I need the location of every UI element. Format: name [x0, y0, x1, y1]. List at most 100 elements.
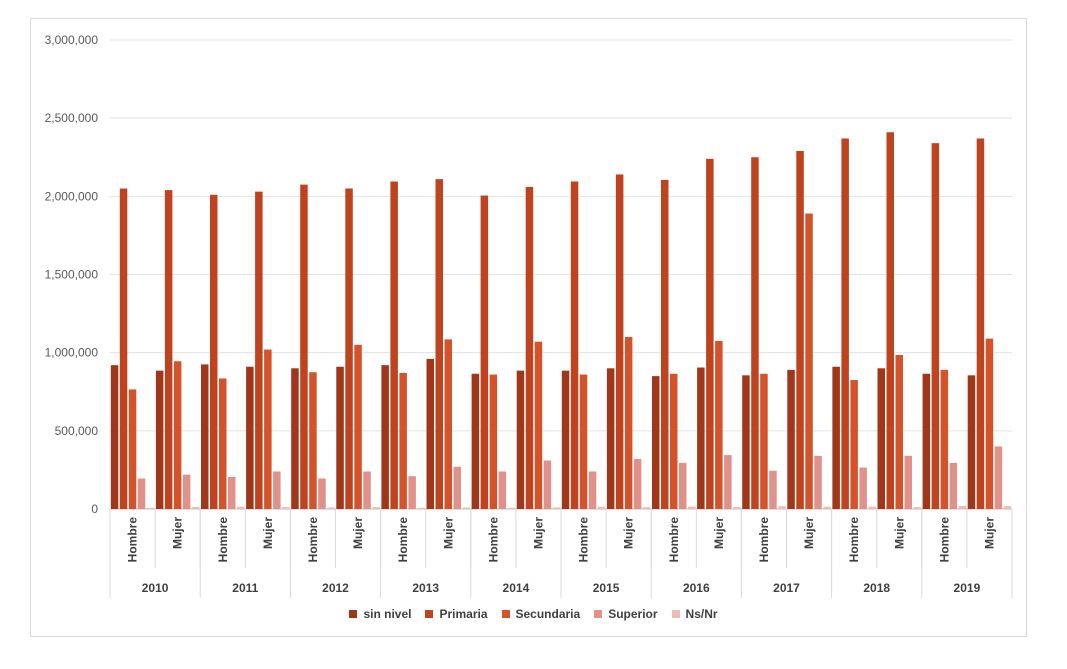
bar — [264, 349, 272, 509]
legend-item: Ns/Nr — [671, 607, 718, 621]
bar — [615, 174, 624, 510]
bar — [336, 366, 344, 509]
category-label: Mujer — [171, 517, 185, 549]
bar — [652, 376, 660, 509]
legend-label: sin nivel — [363, 607, 412, 621]
group-label: 2019 — [954, 581, 981, 595]
bar — [246, 366, 254, 509]
bar — [146, 507, 155, 509]
legend-label: Superior — [608, 607, 658, 621]
bar — [273, 471, 281, 509]
bar — [769, 470, 777, 509]
category-label: Mujer — [892, 517, 906, 549]
bar — [155, 370, 164, 509]
y-tick-label: 2,500,000 — [45, 111, 99, 125]
y-tick-label: 0 — [91, 502, 98, 516]
bar — [814, 455, 822, 509]
legend-item: sin nivel — [349, 607, 411, 621]
bar — [128, 389, 137, 509]
bar — [805, 213, 813, 509]
bar — [588, 471, 597, 509]
bar — [715, 340, 723, 509]
bar — [435, 179, 443, 510]
bar — [173, 361, 182, 509]
category-label: Hombre — [577, 517, 591, 563]
category-label: Mujer — [351, 517, 365, 549]
bar — [778, 506, 786, 509]
group-label: 2018 — [863, 581, 890, 595]
bar — [255, 191, 263, 510]
bar — [597, 506, 606, 509]
bar — [399, 372, 407, 509]
bar — [697, 367, 705, 509]
bar — [426, 358, 434, 509]
bar — [670, 373, 678, 509]
bar — [462, 507, 470, 509]
category-label: Mujer — [622, 517, 636, 549]
chart-legend: sin nivel Primaria Secundaria Superior Ns/Nr — [0, 607, 1067, 621]
bar — [994, 446, 1003, 509]
bar — [841, 138, 849, 510]
group-label: 2013 — [412, 581, 439, 595]
legend-label: Ns/Nr — [685, 607, 718, 621]
bar — [453, 466, 461, 509]
bar — [119, 188, 128, 509]
category-label: Mujer — [531, 517, 545, 549]
bar — [606, 368, 615, 509]
bar — [417, 507, 425, 509]
category-label: Hombre — [216, 517, 230, 563]
bar — [832, 366, 840, 509]
bar — [688, 506, 696, 509]
bar — [354, 344, 362, 509]
bar — [859, 467, 867, 509]
legend-item: Secundaria — [501, 607, 580, 621]
category-label: Mujer — [441, 517, 455, 549]
bar — [733, 507, 741, 509]
bar — [228, 476, 236, 509]
bar — [949, 462, 958, 509]
bar — [507, 507, 516, 509]
y-tick-label: 1,000,000 — [45, 346, 99, 360]
bar — [967, 375, 976, 509]
bar — [633, 458, 642, 509]
bar — [282, 507, 290, 509]
bar — [895, 355, 903, 509]
bar — [624, 337, 633, 509]
bar — [570, 181, 579, 509]
category-label: Mujer — [982, 517, 996, 549]
bar — [164, 190, 173, 509]
bar — [444, 339, 452, 509]
category-label: Hombre — [667, 517, 681, 563]
bar — [552, 507, 561, 509]
bar — [886, 132, 894, 509]
category-label: Hombre — [306, 517, 320, 563]
bar — [345, 188, 353, 509]
y-tick-label: 3,000,000 — [45, 33, 99, 47]
bar — [823, 506, 831, 509]
y-tick-label: 2,000,000 — [45, 189, 99, 203]
legend-swatch — [594, 610, 603, 618]
group-label: 2011 — [232, 581, 258, 595]
group-label: 2016 — [683, 581, 710, 595]
bar — [679, 462, 687, 509]
bar — [372, 507, 380, 509]
group-label: 2010 — [142, 581, 169, 595]
y-tick-label: 1,500,000 — [45, 268, 99, 282]
bar — [309, 372, 317, 509]
category-label: Mujer — [712, 517, 726, 549]
bar — [1003, 506, 1012, 509]
bar — [904, 455, 912, 509]
bar — [489, 374, 498, 509]
bar — [751, 157, 759, 509]
legend-swatch — [501, 610, 510, 618]
bar — [363, 471, 371, 509]
bar — [381, 365, 389, 509]
bar — [210, 194, 218, 509]
bar — [877, 368, 885, 509]
bar — [868, 506, 876, 509]
bar — [742, 375, 750, 509]
bar — [543, 460, 552, 509]
bar — [201, 364, 209, 509]
bar — [390, 181, 398, 509]
bar — [931, 143, 940, 509]
